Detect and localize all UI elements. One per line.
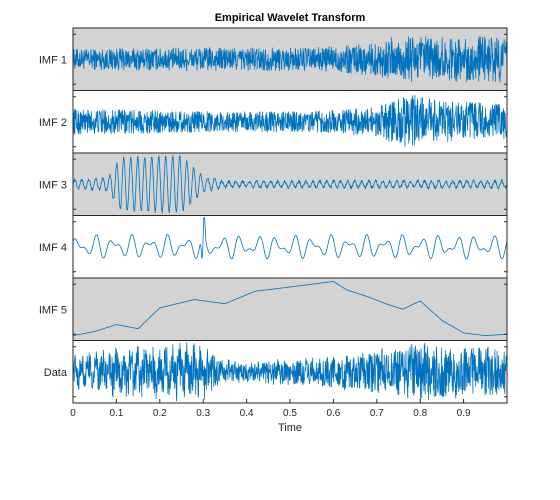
x-axis-label: Time: [278, 422, 302, 434]
x-tick-label: 0.2: [153, 408, 167, 419]
x-tick-label: 0.1: [109, 408, 123, 419]
signal-line: [72, 155, 508, 214]
signal-line: [72, 217, 508, 260]
panel-label: IMF 1: [39, 54, 67, 66]
panel-3: IMF 3: [39, 152, 508, 216]
x-tick-label: 0.6: [326, 408, 340, 419]
panel-5: IMF 5: [39, 277, 508, 341]
signal-line: [72, 281, 508, 337]
signal-line: [72, 36, 508, 83]
x-tick-label: 0: [70, 408, 76, 419]
signal-line: [72, 95, 508, 147]
panel-label: IMF 3: [39, 179, 67, 191]
chart-title: Empirical Wavelet Transform: [215, 12, 366, 24]
x-tick-label: 0.5: [283, 408, 297, 419]
signal-line: [72, 342, 508, 402]
panel-label: IMF 5: [39, 304, 67, 316]
panel-2: IMF 2: [39, 90, 508, 154]
panel-label: IMF 2: [39, 117, 67, 129]
panel-label: Data: [44, 367, 68, 379]
x-tick-label: 0.4: [240, 408, 254, 419]
panel-label: IMF 4: [39, 242, 67, 254]
x-tick-label: 0.3: [196, 408, 210, 419]
x-tick-label: 0.9: [457, 408, 471, 419]
panel-background: [73, 278, 507, 341]
x-axis: 0 0.1 0.2 0.3 0.4 0.5 0.6 0.7 0.8 0.9: [70, 399, 471, 419]
panel-1: IMF 1: [39, 27, 508, 91]
imf-panels: IMF 1 IMF 2 IMF 3 IMF 4 IMF 5 Data: [39, 27, 508, 404]
panel-6: Data: [44, 340, 508, 404]
panel-4: IMF 4: [39, 215, 508, 279]
x-tick-label: 0.8: [413, 408, 427, 419]
x-tick-label: 0.7: [370, 408, 384, 419]
